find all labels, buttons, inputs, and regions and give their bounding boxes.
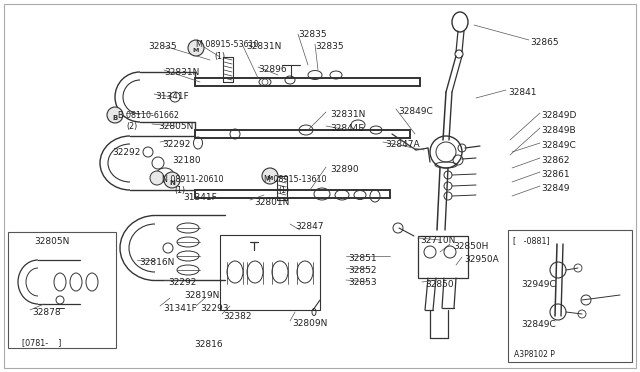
Text: M: M [193, 48, 199, 54]
Text: M 08915-53610: M 08915-53610 [196, 40, 259, 49]
Text: 32835: 32835 [315, 42, 344, 51]
Text: 32853: 32853 [348, 278, 376, 287]
Circle shape [150, 171, 164, 185]
Text: 31341F: 31341F [183, 193, 217, 202]
Text: 32950A: 32950A [464, 255, 499, 264]
Text: N: N [169, 180, 175, 186]
Text: 32849B: 32849B [541, 126, 575, 135]
Text: 32831N: 32831N [246, 42, 282, 51]
Text: 32801N: 32801N [254, 198, 289, 207]
Text: 32862: 32862 [541, 156, 570, 165]
Text: 31341F: 31341F [155, 92, 189, 101]
Circle shape [262, 168, 278, 184]
Text: 32292: 32292 [168, 278, 196, 287]
Text: 32816: 32816 [194, 340, 223, 349]
Text: 32835: 32835 [148, 42, 177, 51]
Text: 32710N: 32710N [420, 236, 456, 245]
Text: 32849C: 32849C [521, 320, 556, 329]
Text: 32949C: 32949C [521, 280, 556, 289]
Text: M: M [267, 176, 273, 182]
Text: 32852: 32852 [348, 266, 376, 275]
Text: [0781-    ]: [0781- ] [22, 338, 61, 347]
Text: 32896: 32896 [258, 65, 287, 74]
Text: 32831N: 32831N [330, 110, 365, 119]
Text: (2): (2) [126, 122, 137, 131]
Text: 32816N: 32816N [139, 258, 174, 267]
Text: B: B [113, 115, 118, 121]
Text: B 08110-61662: B 08110-61662 [118, 111, 179, 120]
Text: 32292: 32292 [112, 148, 140, 157]
Text: 32865: 32865 [530, 38, 559, 47]
Text: (1): (1) [174, 186, 185, 195]
Bar [508, 230, 632, 362]
Bar [220, 235, 320, 310]
Text: 32805N: 32805N [34, 237, 69, 246]
Text: 32841: 32841 [508, 88, 536, 97]
Text: 32849C: 32849C [541, 141, 576, 150]
Text: 32849C: 32849C [398, 107, 433, 116]
Text: 32292: 32292 [162, 140, 190, 149]
Text: A3P8102 P: A3P8102 P [514, 350, 555, 359]
Text: 32849: 32849 [541, 184, 570, 193]
Text: 32844E: 32844E [330, 124, 364, 133]
Text: 32819N: 32819N [184, 291, 220, 300]
Text: 32850H: 32850H [453, 242, 488, 251]
Text: 32835: 32835 [298, 30, 326, 39]
Text: 32850: 32850 [425, 280, 454, 289]
Text: 32851: 32851 [348, 254, 376, 263]
Text: N 08911-20610: N 08911-20610 [162, 175, 223, 184]
Text: 32382: 32382 [223, 312, 252, 321]
Text: 32831N: 32831N [164, 68, 200, 77]
Text: 31341F: 31341F [163, 304, 196, 313]
Bar [418, 236, 468, 278]
Text: 32890: 32890 [330, 165, 358, 174]
Text: 32180: 32180 [172, 156, 200, 165]
Bar [8, 232, 116, 348]
Text: 32293: 32293 [200, 304, 228, 313]
Text: 32847: 32847 [295, 222, 323, 231]
Text: M 08915-13610: M 08915-13610 [264, 175, 326, 184]
Text: 32849D: 32849D [541, 111, 577, 120]
Text: 32847A: 32847A [385, 140, 420, 149]
Circle shape [188, 40, 204, 56]
Text: (1): (1) [214, 52, 225, 61]
Text: 32805N: 32805N [158, 122, 193, 131]
Circle shape [164, 172, 180, 188]
Text: [   -0881]: [ -0881] [513, 236, 550, 245]
Text: 32878: 32878 [32, 308, 61, 317]
Text: (1): (1) [278, 186, 289, 195]
Text: 32809N: 32809N [292, 319, 328, 328]
Circle shape [107, 107, 123, 123]
Text: 32861: 32861 [541, 170, 570, 179]
